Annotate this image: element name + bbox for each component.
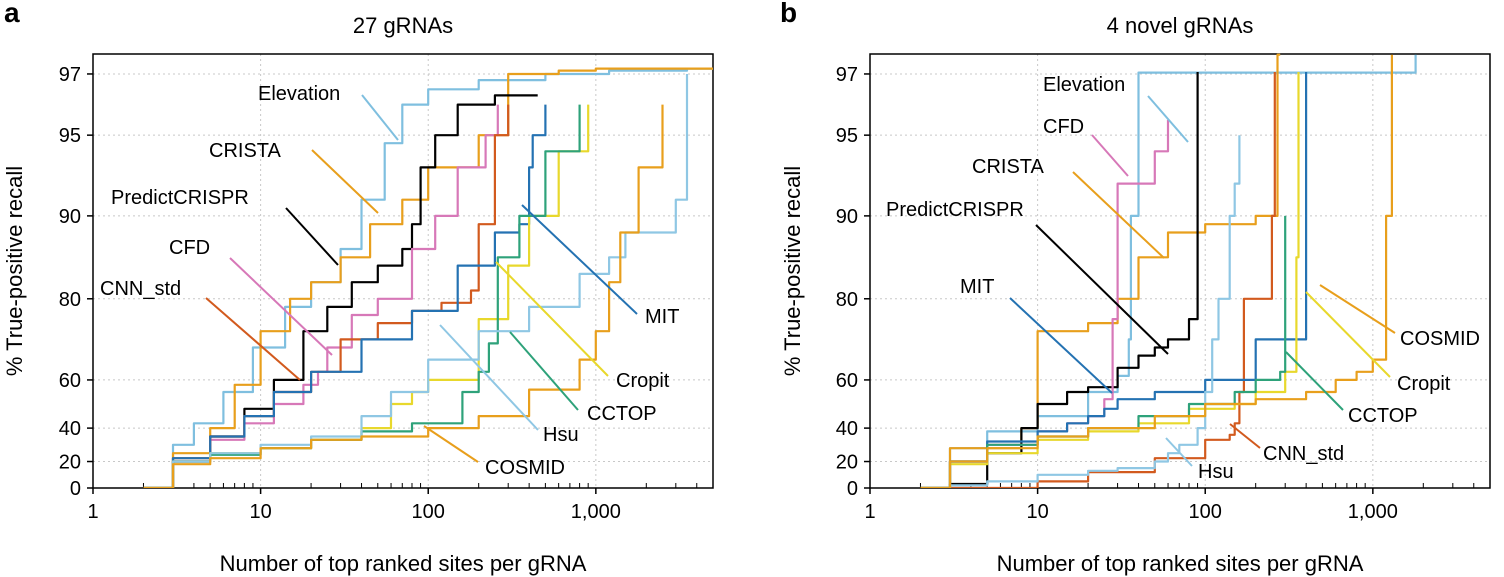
leader-line-cnn-std <box>1229 423 1261 449</box>
y-tick-label: 40 <box>59 418 81 440</box>
x-tick-label: 1,000 <box>1348 501 1398 523</box>
series-label-cctop: CCTOP <box>1348 405 1418 427</box>
series-label-cnn-std: CNN_std <box>1263 443 1344 465</box>
x-tick-label: 1 <box>864 501 875 523</box>
series-line-cfd <box>143 104 499 488</box>
series-label-cfd: CFD <box>169 237 210 259</box>
series-label-elevation: Elevation <box>1043 74 1125 96</box>
series-label-crista: CRISTA <box>972 156 1045 178</box>
y-tick-label: 97 <box>836 64 858 86</box>
panel-a: a 27 gRNAs 0 20 40 60 80 90 95 97 1 10 100 1,000 Numbe… <box>2 0 714 576</box>
panel-b: b 4 novel gRNAs 0 20 40 60 80 90 95 97 1 10 100 1,000… <box>780 0 1491 576</box>
series-group <box>143 67 713 488</box>
leader-line-cropit <box>495 261 609 377</box>
leader-line-hsu <box>439 324 539 431</box>
y-axis-label: % True-positive recall <box>2 166 27 376</box>
y-tick-label: 60 <box>836 370 858 392</box>
series-label-hsu: Hsu <box>543 424 579 446</box>
series-line-cctop <box>143 104 581 488</box>
series-label-cropit: Cropit <box>616 370 670 392</box>
y-tick-label: 0 <box>847 478 858 500</box>
y-tick-label: 80 <box>836 289 858 311</box>
leader-line-cnn-std <box>205 297 301 381</box>
y-axis-label: % True-positive recall <box>780 166 805 376</box>
y-tick-label: 90 <box>836 206 858 228</box>
x-tick-label: 100 <box>1189 501 1222 523</box>
y-tick-label: 95 <box>836 125 858 147</box>
series-label-crista: CRISTA <box>209 140 282 162</box>
series-line-hsu <box>920 135 1241 488</box>
leader-line-cosmid <box>1319 284 1396 334</box>
y-tick-label: 90 <box>59 206 81 228</box>
series-line-cosmid <box>920 54 1393 488</box>
series-line-crista <box>920 53 1281 488</box>
y-tick-label: 80 <box>59 289 81 311</box>
x-axis-label: Number of top ranked sites per gRNA <box>997 551 1364 576</box>
y-tick-label: 20 <box>59 452 81 474</box>
x-tick-label: 1 <box>87 501 98 523</box>
leader-line-cctop <box>1285 351 1344 411</box>
series-label-hsu: Hsu <box>1198 461 1234 483</box>
leader-line-elevation <box>1147 95 1189 143</box>
x-tick-label: 10 <box>1026 501 1048 523</box>
leader-line-mit <box>1009 297 1113 394</box>
leader-line-mit <box>521 204 638 315</box>
y-tick-label: 97 <box>59 64 81 86</box>
x-tick-label: 10 <box>249 501 271 523</box>
y-tick-label: 40 <box>836 418 858 440</box>
leader-line-hsu <box>1165 437 1193 467</box>
y-tick-label: 0 <box>70 478 81 500</box>
y-tick-label: 60 <box>59 370 81 392</box>
x-axis-label: Number of top ranked sites per gRNA <box>220 551 587 576</box>
series-label-elevation: Elevation <box>258 83 340 105</box>
x-tick-label: 1,000 <box>571 501 621 523</box>
leader-line-cfd <box>229 257 333 356</box>
plot-frame <box>92 53 714 489</box>
leader-line-cctop <box>509 331 579 411</box>
series-label-predictcrispr: PredictCRISPR <box>886 199 1024 221</box>
leader-line-cfd <box>1091 134 1129 177</box>
leader-line-cosmid <box>423 425 479 463</box>
series-line-cosmid <box>143 104 664 488</box>
series-line-mit <box>143 104 547 488</box>
y-tick-label: 95 <box>59 125 81 147</box>
leader-line-predictcrispr <box>285 207 339 266</box>
leader-line-cropit <box>1305 291 1391 378</box>
leader-line-crista <box>1072 171 1165 259</box>
plot-frame <box>869 53 1491 489</box>
series-label-cnn-std: CNN_std <box>100 278 181 300</box>
series-label-mit: MIT <box>645 306 679 328</box>
series-line-hsu <box>143 74 689 488</box>
series-line-elevation <box>920 54 1417 488</box>
leader-line-crista <box>311 149 379 214</box>
series-label-cosmid: COSMID <box>485 457 565 479</box>
series-label-cosmid: COSMID <box>1400 328 1480 350</box>
leader-line-predictcrispr <box>1035 224 1169 355</box>
panel-letter: b <box>780 0 797 28</box>
series-label-cfd: CFD <box>1043 116 1084 138</box>
series-line-crista <box>143 67 713 488</box>
series-label-cropit: Cropit <box>1397 373 1451 395</box>
y-tick-label: 20 <box>836 452 858 474</box>
chart-title: 27 gRNAs <box>353 13 453 38</box>
chart-title: 4 novel gRNAs <box>1107 13 1254 38</box>
x-tick-label: 100 <box>412 501 445 523</box>
series-group <box>920 53 1417 488</box>
series-label-mit: MIT <box>960 276 994 298</box>
series-label-predictcrispr: PredictCRISPR <box>111 187 249 209</box>
series-label-cctop: CCTOP <box>587 403 657 425</box>
panel-letter: a <box>4 0 20 28</box>
leader-line-elevation <box>361 94 399 141</box>
series-line-cnn-std <box>920 72 1276 488</box>
